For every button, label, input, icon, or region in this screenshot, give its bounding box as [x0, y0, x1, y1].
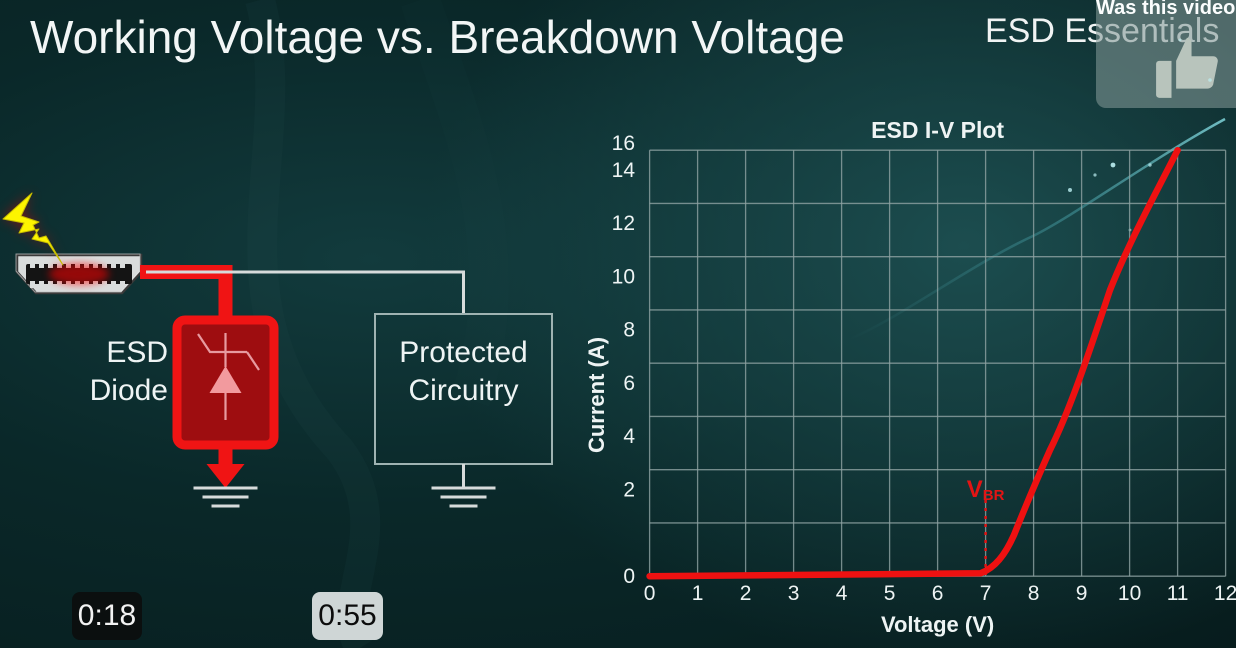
svg-text:3: 3	[788, 582, 800, 605]
svg-text:10: 10	[1118, 582, 1141, 605]
svg-text:ESD I-V Plot: ESD I-V Plot	[871, 117, 1004, 143]
svg-text:8: 8	[623, 319, 635, 342]
svg-text:Diode: Diode	[90, 374, 168, 407]
svg-text:11: 11	[1167, 582, 1189, 605]
svg-text:Protected: Protected	[399, 336, 527, 369]
svg-text:16: 16	[612, 132, 635, 155]
svg-text:7: 7	[980, 582, 992, 605]
svg-text:2: 2	[740, 582, 752, 605]
svg-text:2: 2	[623, 478, 635, 501]
svg-text:Circuitry: Circuitry	[409, 374, 519, 407]
svg-text:5: 5	[884, 582, 896, 605]
svg-text:Voltage (V): Voltage (V)	[881, 612, 994, 637]
svg-text:8: 8	[1028, 582, 1040, 605]
svg-text:12: 12	[612, 212, 635, 235]
svg-text:9: 9	[1076, 582, 1088, 605]
svg-text:1: 1	[692, 582, 704, 605]
svg-text:ESD: ESD	[106, 336, 168, 369]
svg-text:6: 6	[932, 582, 944, 605]
svg-text:10: 10	[612, 265, 635, 288]
svg-text:4: 4	[836, 582, 848, 605]
svg-text:0: 0	[623, 565, 635, 588]
svg-text:0: 0	[644, 582, 656, 605]
svg-text:12: 12	[1214, 582, 1236, 605]
svg-text:6: 6	[623, 372, 635, 395]
svg-text:14: 14	[612, 159, 636, 182]
svg-text:4: 4	[623, 425, 635, 448]
svg-text:Current (A): Current (A)	[584, 337, 609, 453]
